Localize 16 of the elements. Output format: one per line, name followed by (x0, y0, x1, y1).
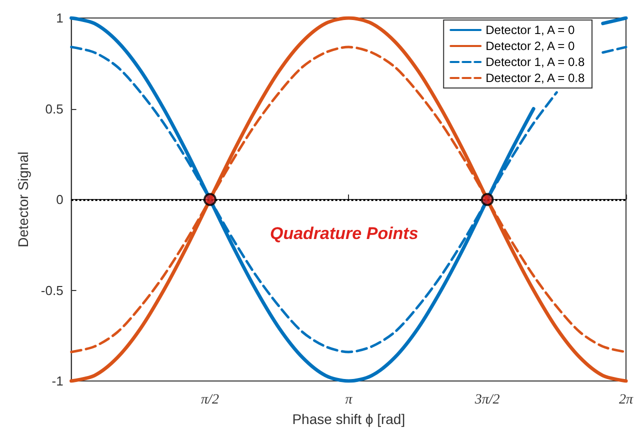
legend-label: Detector 2, A = 0 (486, 39, 575, 53)
legend-label: Detector 2, A = 0.8 (486, 71, 585, 85)
legend-label: Detector 1, A = 0.8 (486, 55, 585, 69)
y-tick-label: -1 (52, 374, 64, 388)
y-tick-label: 0 (56, 192, 64, 207)
x-tick-label: 3π/2 (474, 392, 500, 408)
annotation: Quadrature Points (270, 224, 418, 243)
x-tick-label: π/2 (201, 392, 219, 408)
x-axis-title: Phase shift ϕ [rad] (292, 410, 406, 427)
legend-label: Detector 1, A = 0 (486, 23, 575, 37)
y-tick-label: 0.5 (45, 101, 64, 116)
y-tick-label: 1 (56, 10, 64, 26)
x-tick-label: π (345, 392, 354, 408)
y-tick-label: -0.5 (40, 282, 64, 298)
x-tick-label: 2π (618, 392, 634, 408)
y-axis-title: Detector Signal (15, 152, 31, 248)
